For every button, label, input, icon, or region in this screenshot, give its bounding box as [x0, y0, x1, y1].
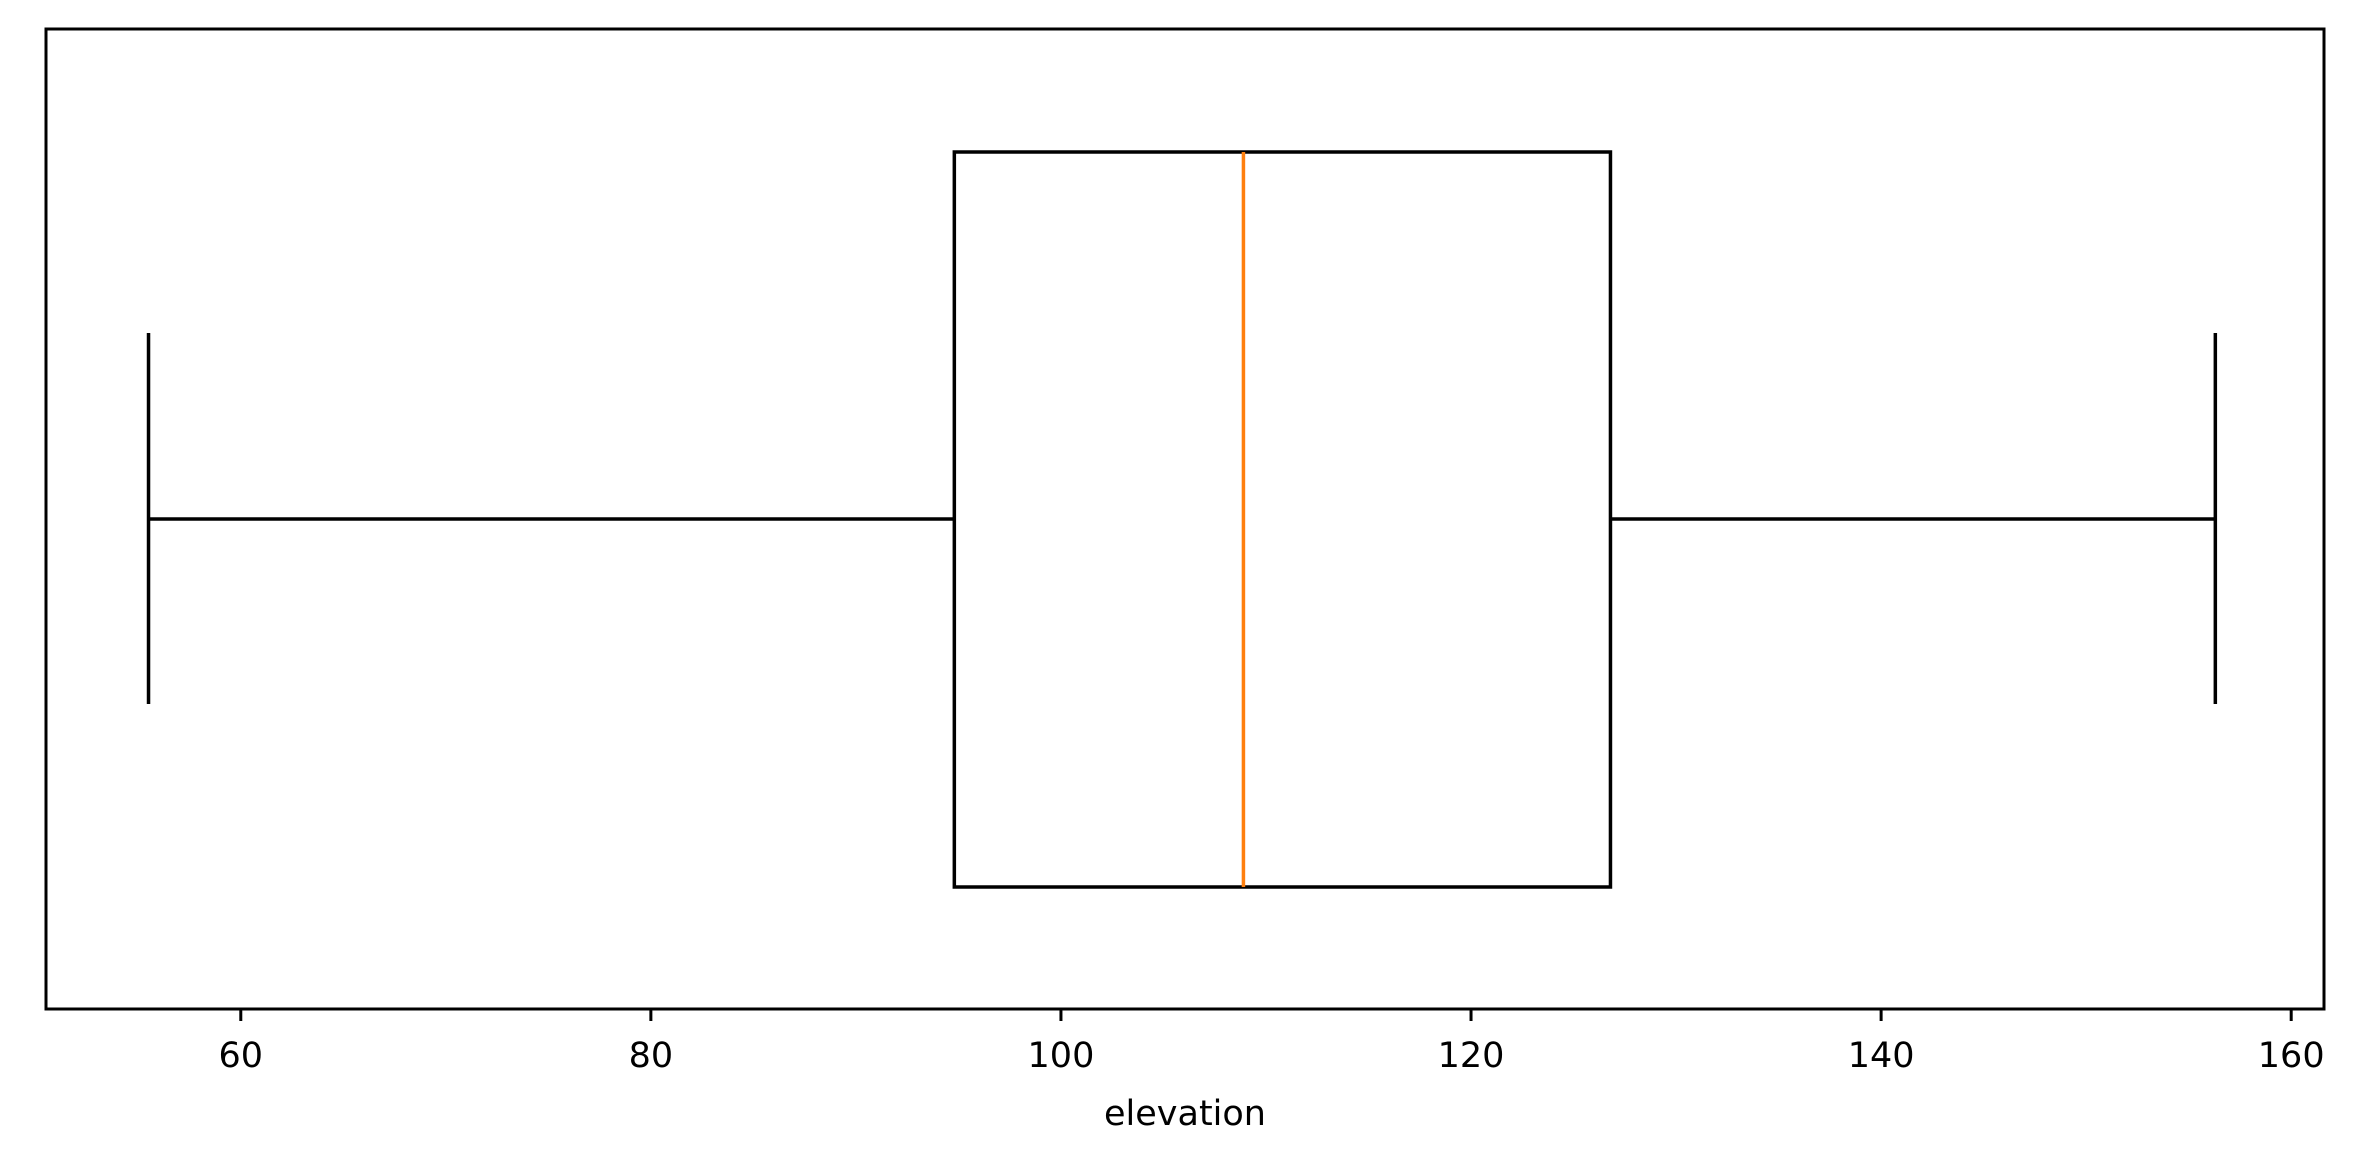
x-tick-label: 100: [1028, 1036, 1095, 1076]
x-tick-label: 160: [2258, 1036, 2325, 1076]
box-plot-group: [146, 150, 2218, 889]
x-tick-label: 80: [629, 1036, 674, 1076]
x-tick-label: 140: [1848, 1036, 1915, 1076]
iqr-box: [952, 150, 1613, 889]
plot-area-frame: [44, 27, 2326, 1011]
x-axis-ticks: 60 80 100 120 140 160: [219, 1009, 2325, 1076]
x-tick-label: 120: [1438, 1036, 1505, 1076]
x-axis-label: elevation: [1104, 1094, 1266, 1134]
x-tick-label: 60: [219, 1036, 264, 1076]
